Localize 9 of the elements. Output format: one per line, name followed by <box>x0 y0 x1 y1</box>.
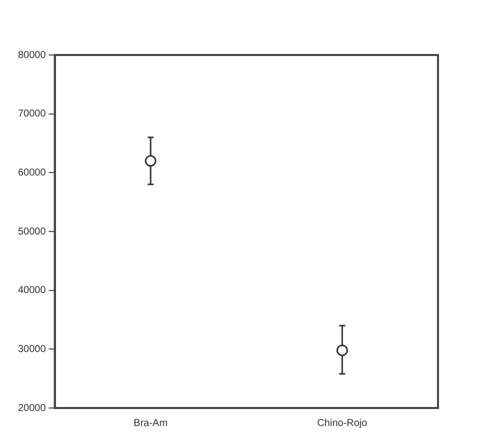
y-tick-label: 70000 <box>18 108 46 120</box>
y-tick-label: 30000 <box>18 344 46 355</box>
x-tick-label: Chino-Rojo <box>317 418 368 429</box>
x-tick-label: Bra-Am <box>134 418 168 429</box>
y-tick-label: 80000 <box>18 50 46 61</box>
y-tick-label: 60000 <box>18 167 46 178</box>
y-tick-label: 20000 <box>18 402 46 414</box>
y-tick-label: 40000 <box>18 285 46 296</box>
y-tick-label: 50000 <box>18 226 46 238</box>
